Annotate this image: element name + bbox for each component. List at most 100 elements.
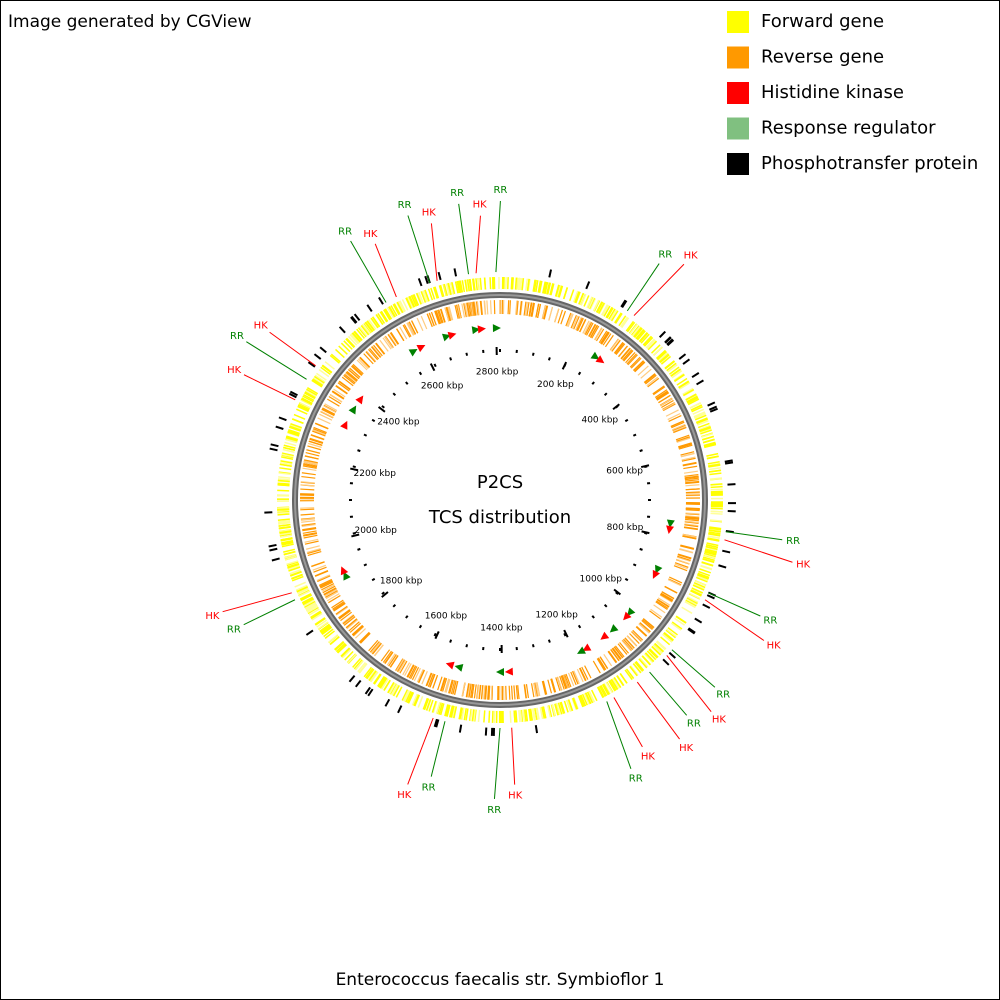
legend-swatch (727, 46, 749, 69)
leader-line (511, 727, 516, 785)
reverse-gene (611, 339, 621, 352)
reverse-gene (406, 664, 415, 678)
reverse-gene (319, 413, 333, 421)
forward-gene (690, 589, 702, 597)
reverse-gene (324, 588, 338, 597)
reverse-gene (457, 304, 462, 319)
forward-gene (699, 568, 712, 574)
reverse-gene (685, 480, 700, 484)
reverse-gene (607, 651, 617, 664)
reverse-gene (440, 677, 446, 692)
reverse-gene (627, 354, 638, 366)
forward-gene (281, 539, 294, 544)
reverse-gene (620, 347, 631, 360)
forward-gene (301, 596, 314, 604)
forward-gene (345, 338, 355, 349)
outer-feature (433, 718, 438, 728)
feature-marker (577, 646, 586, 654)
forward-gene (703, 442, 716, 448)
outer-feature (319, 346, 327, 354)
reverse-gene (682, 461, 697, 466)
reverse-gene (650, 608, 663, 618)
minor-tick (449, 639, 453, 643)
reverse-gene (626, 635, 637, 647)
reverse-gene (659, 397, 673, 407)
reverse-gene (681, 456, 696, 461)
reverse-gene (413, 667, 421, 682)
forward-gene (514, 277, 518, 290)
reverse-gene (402, 662, 411, 676)
forward-gene (454, 281, 459, 294)
forward-gene (660, 636, 671, 646)
reverse-gene (631, 630, 643, 642)
reverse-gene (575, 317, 582, 331)
outer-feature (397, 705, 403, 714)
outer-feature (658, 330, 666, 338)
reverse-gene (656, 392, 670, 401)
reverse-gene (336, 606, 349, 616)
reverse-gene (487, 685, 490, 700)
feature-label: HK (397, 790, 412, 801)
reverse-gene (595, 328, 605, 342)
reverse-gene (338, 609, 351, 619)
forward-gene (592, 299, 600, 312)
forward-gene (551, 704, 556, 717)
forward-gene (377, 676, 385, 687)
minor-tick (591, 615, 595, 619)
forward-gene (662, 633, 673, 643)
forward-gene (446, 704, 451, 717)
reverse-gene (380, 649, 391, 662)
reverse-gene (432, 674, 439, 689)
forward-gene (673, 373, 685, 382)
reverse-gene (333, 602, 346, 612)
feature-marker (441, 333, 451, 342)
forward-gene (699, 426, 711, 432)
forward-gene (584, 692, 592, 705)
reverse-gene (573, 316, 580, 330)
reverse-gene (306, 545, 320, 550)
forward-gene (696, 575, 709, 582)
reverse-gene (541, 680, 547, 695)
outer-feature (378, 296, 384, 305)
reverse-gene (369, 347, 380, 360)
reverse-gene (302, 465, 317, 469)
forward-gene (406, 691, 413, 704)
legend-swatch (727, 153, 749, 175)
reverse-gene (639, 622, 651, 633)
reverse-gene (342, 614, 355, 625)
forward-gene (707, 537, 720, 542)
reverse-gene (367, 348, 379, 361)
reverse-gene (524, 301, 529, 316)
minor-tick (405, 615, 409, 619)
forward-gene (640, 333, 650, 344)
forward-gene (280, 534, 293, 539)
forward-gene (283, 550, 296, 556)
reverse-gene (685, 513, 700, 516)
reverse-gene (660, 592, 674, 601)
outer-feature (725, 530, 734, 534)
reverse-gene (328, 594, 341, 604)
leader-line (725, 531, 783, 541)
feature-marker (340, 566, 349, 576)
forward-gene (422, 290, 429, 303)
legend-label: Histidine kinase (761, 82, 904, 103)
reverse-gene (567, 313, 574, 328)
reverse-gene (438, 309, 444, 324)
forward-gene (655, 349, 666, 360)
reverse-gene (343, 374, 355, 385)
forward-gene (557, 285, 563, 298)
reverse-gene (325, 590, 338, 598)
reverse-gene (341, 376, 354, 387)
reverse-gene (576, 668, 584, 683)
tick (613, 588, 621, 596)
minor-tick (363, 563, 368, 567)
forward-gene (300, 399, 312, 407)
reverse-gene (622, 349, 633, 361)
forward-gene (353, 659, 363, 670)
reverse-gene (304, 540, 319, 545)
forward-gene (384, 308, 393, 320)
forward-gene (701, 561, 714, 567)
reverse-gene (356, 359, 368, 371)
reverse-gene (631, 631, 642, 642)
